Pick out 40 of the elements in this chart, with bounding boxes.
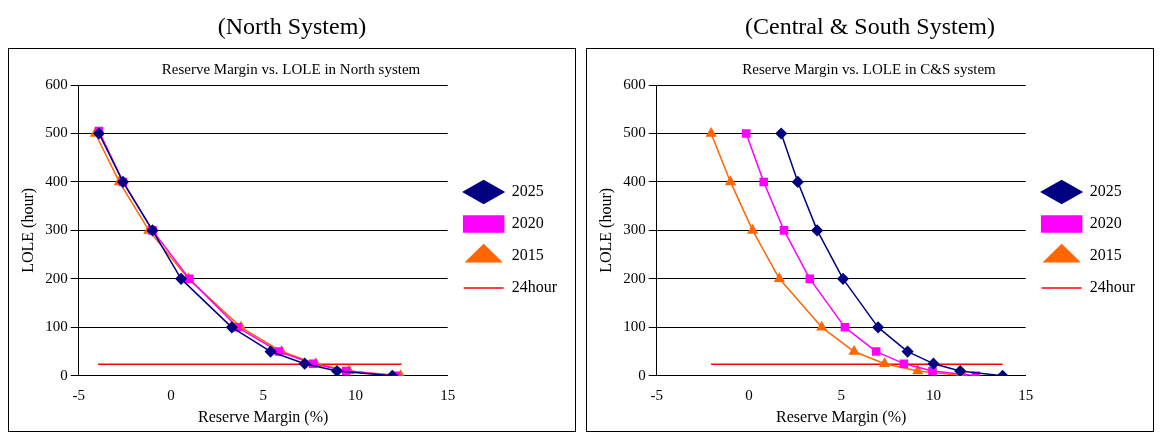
- y-tick-label: 300: [623, 221, 646, 238]
- y-tick-label: 100: [45, 318, 68, 335]
- x-tick-label: 0: [745, 386, 753, 403]
- x-tick-label: 5: [259, 386, 267, 403]
- y-tick-label: 0: [638, 366, 646, 383]
- y-axis-title: LOLE (hour): [18, 187, 37, 273]
- y-axis-title: LOLE (hour): [596, 187, 615, 273]
- y-tick-label: 600: [45, 75, 68, 92]
- chart-subtitle: Reserve Margin vs. LOLE in C&S system: [742, 60, 997, 77]
- y-tick-label: 0: [60, 366, 68, 383]
- x-axis-title: Reserve Margin (%): [776, 407, 907, 426]
- x-axis-title: Reserve Margin (%): [198, 407, 329, 426]
- x-tick-label: 0: [167, 386, 175, 403]
- x-tick-label: -5: [650, 386, 663, 403]
- y-tick-label: 500: [45, 124, 68, 141]
- y-tick-label: 600: [623, 75, 646, 92]
- y-tick-label: 400: [45, 172, 68, 189]
- legend-label: 2015: [1089, 246, 1122, 264]
- legend-label: 2025: [511, 182, 544, 200]
- legend-label: 2025: [1089, 182, 1122, 200]
- y-tick-label: 100: [623, 318, 646, 335]
- legend-label: 2020: [511, 214, 544, 232]
- x-tick-label: -5: [72, 386, 85, 403]
- chart-subtitle: Reserve Margin vs. LOLE in North system: [161, 60, 421, 77]
- x-tick-label: 15: [1018, 386, 1034, 403]
- y-tick-label: 200: [45, 269, 68, 286]
- x-tick-label: 10: [925, 386, 941, 403]
- x-tick-label: 15: [440, 386, 456, 403]
- legend-label: 2015: [511, 246, 544, 264]
- chart-title: (Central & South System): [744, 12, 996, 41]
- y-tick-label: 300: [45, 221, 68, 238]
- y-tick-label: 200: [623, 269, 646, 286]
- x-tick-label: 10: [347, 386, 363, 403]
- legend-label: 24hour: [1089, 278, 1136, 296]
- y-tick-label: 400: [623, 172, 646, 189]
- y-tick-label: 500: [623, 124, 646, 141]
- x-tick-label: 5: [837, 386, 845, 403]
- legend-label: 24hour: [511, 278, 558, 296]
- chart-title: (North System): [216, 12, 368, 41]
- legend-label: 2020: [1089, 214, 1122, 232]
